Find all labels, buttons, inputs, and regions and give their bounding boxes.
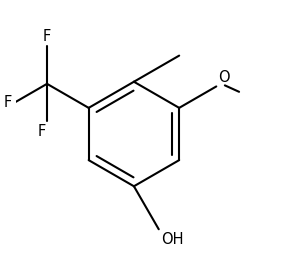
Text: F: F bbox=[43, 29, 51, 44]
Text: O: O bbox=[218, 70, 229, 85]
Text: OH: OH bbox=[161, 232, 184, 247]
Text: F: F bbox=[38, 124, 46, 139]
Text: F: F bbox=[4, 95, 12, 110]
